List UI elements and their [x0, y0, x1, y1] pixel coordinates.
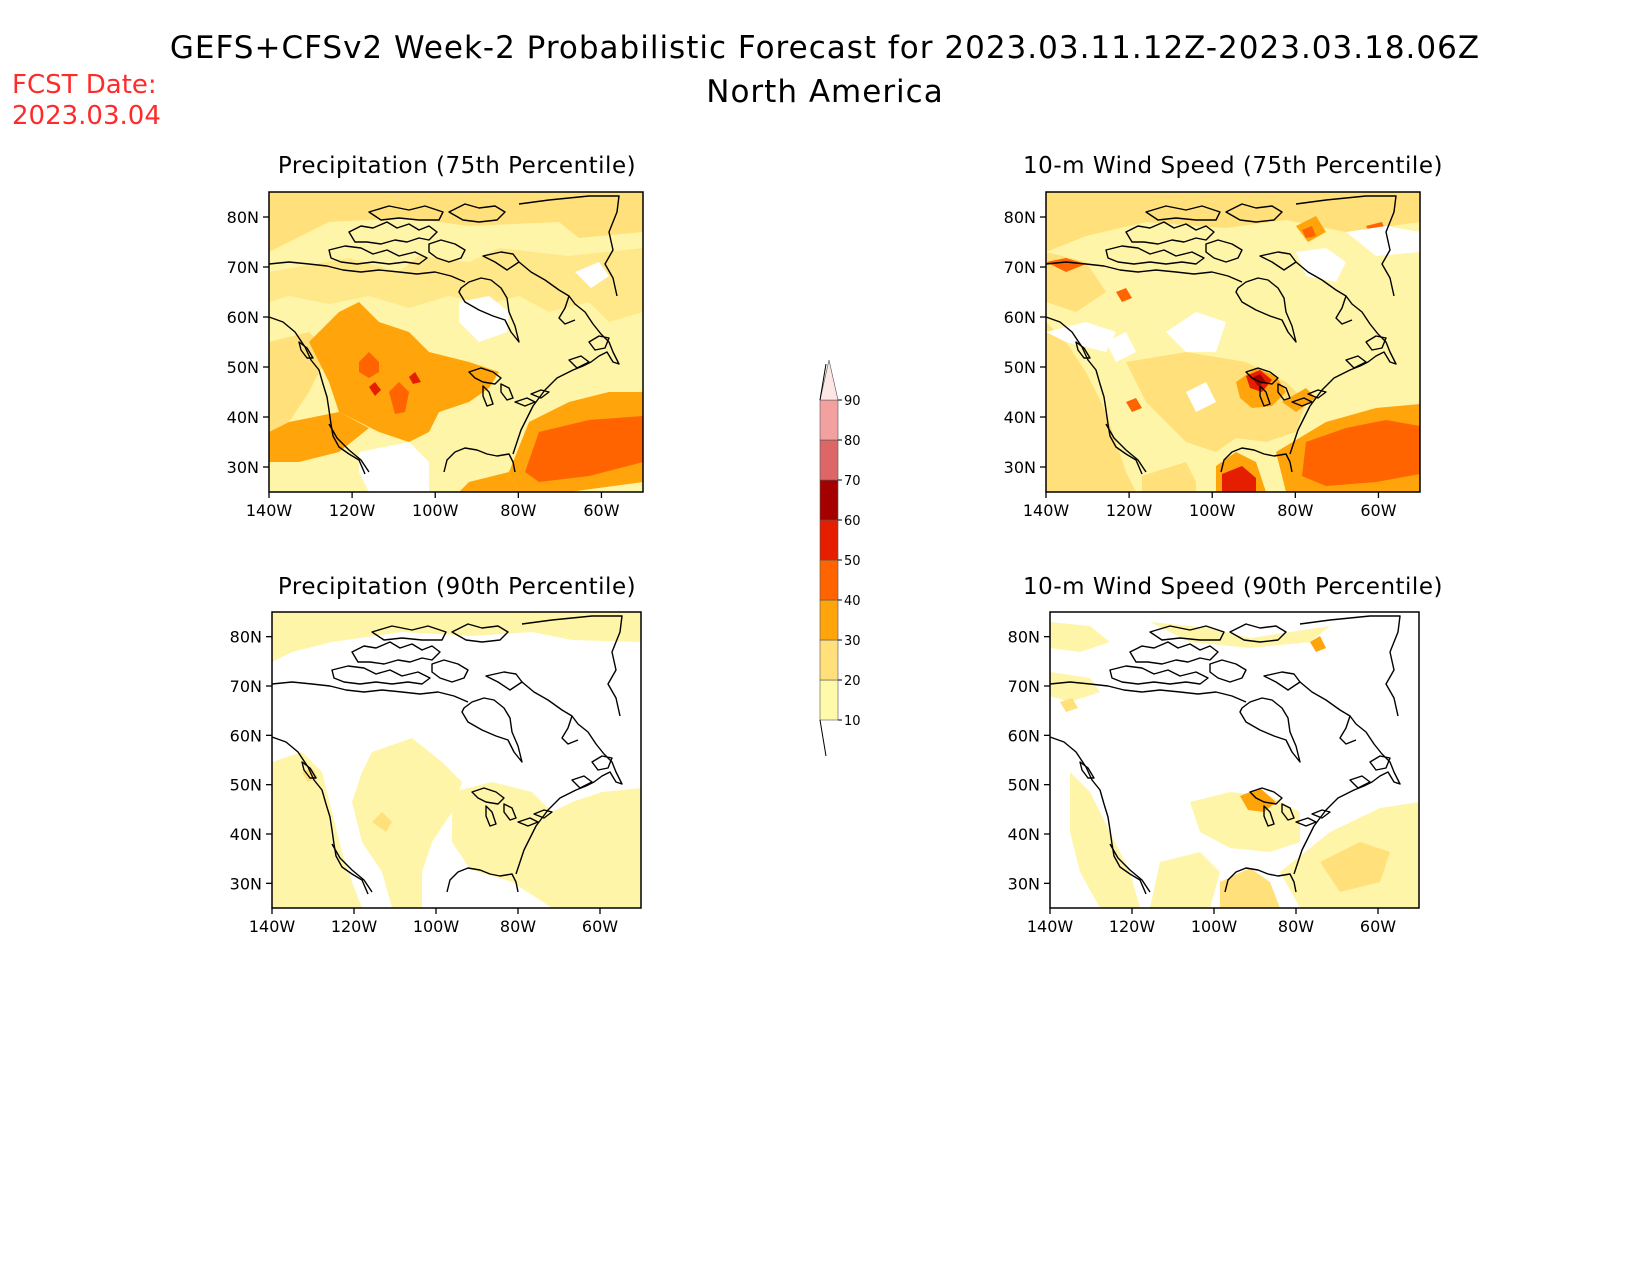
lon-tick-label: 100W — [412, 501, 459, 520]
panel-precip-90: Precipitation (90th Percentile) 80N 70N 60… — [230, 574, 642, 936]
wind-75-field — [1045, 192, 1420, 492]
colorbar-box — [819, 439, 839, 481]
lat-tick-label: 60N — [230, 726, 262, 745]
lon-tick-label: 120W — [1109, 917, 1156, 936]
colorbar-cap — [819, 719, 827, 757]
lat-tick-label: 60N — [1004, 308, 1036, 327]
lat-tick-label: 40N — [1004, 408, 1036, 427]
lon-tick-label: 140W — [246, 501, 293, 520]
lon-tick-label: 140W — [249, 917, 296, 936]
lon-tick-label: 100W — [1191, 917, 1238, 936]
lat-tick-label: 50N — [1008, 776, 1040, 795]
colorbar-label: 10 — [844, 714, 861, 729]
lon-tick-label: 80W — [1277, 501, 1313, 520]
colorbar-label: 70 — [844, 474, 861, 489]
lon-tick-label: 140W — [1027, 917, 1074, 936]
lat-tick-label: 60N — [227, 308, 259, 327]
panel-title: 10-m Wind Speed (90th Percentile) — [1023, 574, 1443, 600]
colorbar-label: 40 — [844, 594, 861, 609]
lon-tick-label: 60W — [583, 501, 619, 520]
lat-tick-label: 30N — [227, 458, 259, 477]
map-frame — [271, 611, 642, 909]
lon-tick-label: 120W — [329, 501, 376, 520]
colorbar-box — [819, 479, 839, 521]
colorbar-box — [819, 599, 839, 641]
wind-90-field — [1049, 612, 1419, 908]
lat-tick-label: 80N — [1008, 628, 1040, 647]
lat-tick-label: 40N — [230, 825, 262, 844]
panel-wind-90: 10-m Wind Speed (90th Percentile) — [1008, 574, 1443, 936]
precip-75-field — [268, 192, 643, 492]
lat-tick-label: 50N — [1004, 358, 1036, 377]
lat-tick-label: 50N — [230, 776, 262, 795]
panel-title: 10-m Wind Speed (75th Percentile) — [1023, 153, 1443, 179]
lon-tick-label: 140W — [1023, 501, 1070, 520]
colorbar-box — [819, 559, 839, 601]
colorbar-box — [819, 399, 839, 441]
lon-tick-label: 120W — [331, 917, 378, 936]
lat-tick-label: 80N — [230, 628, 262, 647]
lat-tick-label: 50N — [227, 358, 259, 377]
colorbar-label: 60 — [844, 514, 861, 529]
panel-title: Precipitation (75th Percentile) — [278, 153, 636, 179]
lon-tick-label: 60W — [1360, 501, 1396, 520]
lon-tick-label: 120W — [1106, 501, 1153, 520]
colorbar-box — [819, 519, 839, 561]
figure-title: GEFS+CFSv2 Week-2 Probabilistic Forecast… — [170, 30, 1480, 66]
lon-tick-label: 60W — [1360, 917, 1396, 936]
colorbar-cap — [819, 363, 827, 401]
lon-tick-label: 80W — [500, 917, 536, 936]
map-frame — [1049, 611, 1420, 909]
lon-tick-label: 60W — [582, 917, 618, 936]
lat-tick-label: 70N — [227, 258, 259, 277]
lat-tick-label: 60N — [1008, 726, 1040, 745]
lon-tick-label: 80W — [1278, 917, 1314, 936]
panel-title: Precipitation (90th Percentile) — [278, 574, 636, 600]
fcst-date-label: FCST Date: — [12, 70, 157, 100]
colorbar: 10 20 30 40 50 60 70 80 90 — [819, 359, 861, 757]
colorbar-box — [819, 359, 839, 401]
lat-tick-label: 80N — [227, 208, 259, 227]
lat-tick-label: 40N — [227, 408, 259, 427]
colorbar-label: 80 — [844, 434, 861, 449]
precip-90-field — [271, 612, 641, 908]
colorbar-label: 90 — [844, 394, 861, 409]
map-frame — [268, 191, 644, 493]
figure-subtitle: North America — [706, 74, 943, 110]
lat-tick-label: 40N — [1008, 825, 1040, 844]
lat-tick-label: 70N — [1008, 677, 1040, 696]
colorbar-label: 50 — [844, 554, 861, 569]
lat-tick-label: 30N — [1008, 874, 1040, 893]
panel-wind-75: 10-m Wind Speed (75th Percentile) — [1004, 153, 1443, 520]
map-frame — [1045, 191, 1421, 493]
colorbar-label: 30 — [844, 634, 861, 649]
lat-tick-label: 30N — [1004, 458, 1036, 477]
lat-tick-label: 70N — [230, 677, 262, 696]
colorbar-box — [819, 679, 839, 721]
lon-tick-label: 100W — [413, 917, 460, 936]
lon-tick-label: 100W — [1189, 501, 1236, 520]
lat-tick-label: 30N — [230, 874, 262, 893]
colorbar-box — [819, 639, 839, 681]
fcst-date-value: 2023.03.04 — [12, 101, 161, 131]
panel-precip-75: Precipitation (75th Percentile) — [227, 153, 644, 520]
colorbar-label: 20 — [844, 674, 861, 689]
lat-tick-label: 70N — [1004, 258, 1036, 277]
lat-tick-label: 80N — [1004, 208, 1036, 227]
lon-tick-label: 80W — [500, 501, 536, 520]
